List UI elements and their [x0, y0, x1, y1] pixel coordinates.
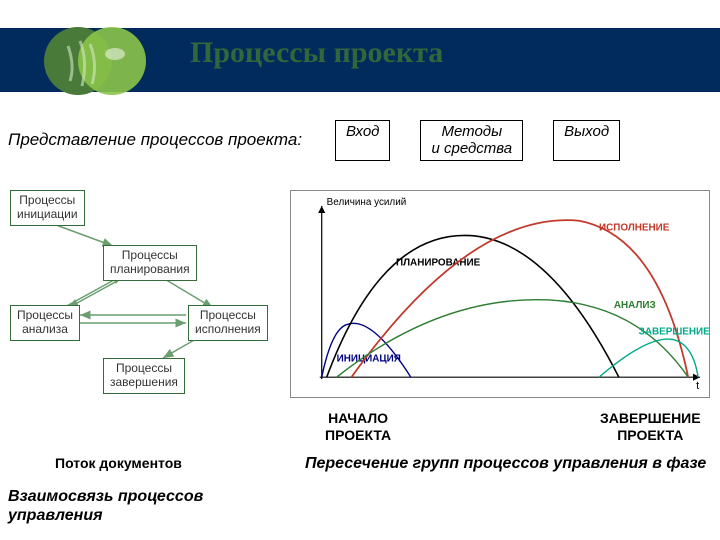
io-input: Вход	[335, 120, 390, 161]
page-title: Процессы проекта	[190, 36, 443, 70]
svg-text:АНАЛИЗ: АНАЛИЗ	[614, 300, 656, 311]
svg-text:Величина усилий: Величина усилий	[327, 197, 407, 208]
svg-text:t: t	[696, 380, 699, 392]
phase-caption: Пересечение групп процессов управления в…	[305, 455, 706, 473]
box-analysis: Процессы анализа	[10, 305, 80, 341]
box-planning: Процессы планирования	[103, 245, 197, 281]
end-label: ЗАВЕРШЕНИЕ ПРОЕКТА	[600, 410, 701, 444]
effort-chart: Величина усилий t ИНИЦИАЦИЯПЛАНИРОВАНИЕИ…	[290, 190, 710, 398]
process-diagram: Процессы инициации Процессы планирования…	[8, 190, 278, 420]
relation-caption: Взаимосвязь процессов управления	[8, 487, 203, 525]
svg-text:ИСПОЛНЕНИЕ: ИСПОЛНЕНИЕ	[599, 223, 670, 234]
box-initiation: Процессы инициации	[10, 190, 85, 226]
io-methods: Методы и средства	[420, 120, 523, 161]
svg-text:ЗАВЕРШЕНИЕ: ЗАВЕРШЕНИЕ	[639, 327, 709, 338]
box-closing: Процессы завершения	[103, 358, 185, 394]
io-boxes: Вход Методы и средства Выход	[335, 120, 620, 161]
doc-flow-label: Поток документов	[55, 455, 182, 471]
box-execution: Процессы исполнения	[188, 305, 268, 341]
svg-text:ПЛАНИРОВАНИЕ: ПЛАНИРОВАНИЕ	[396, 257, 481, 268]
start-label: НАЧАЛО ПРОЕКТА	[325, 410, 391, 444]
subtitle-text: Представление процессов проекта:	[8, 130, 302, 150]
logo	[40, 16, 150, 106]
io-output: Выход	[553, 120, 620, 161]
